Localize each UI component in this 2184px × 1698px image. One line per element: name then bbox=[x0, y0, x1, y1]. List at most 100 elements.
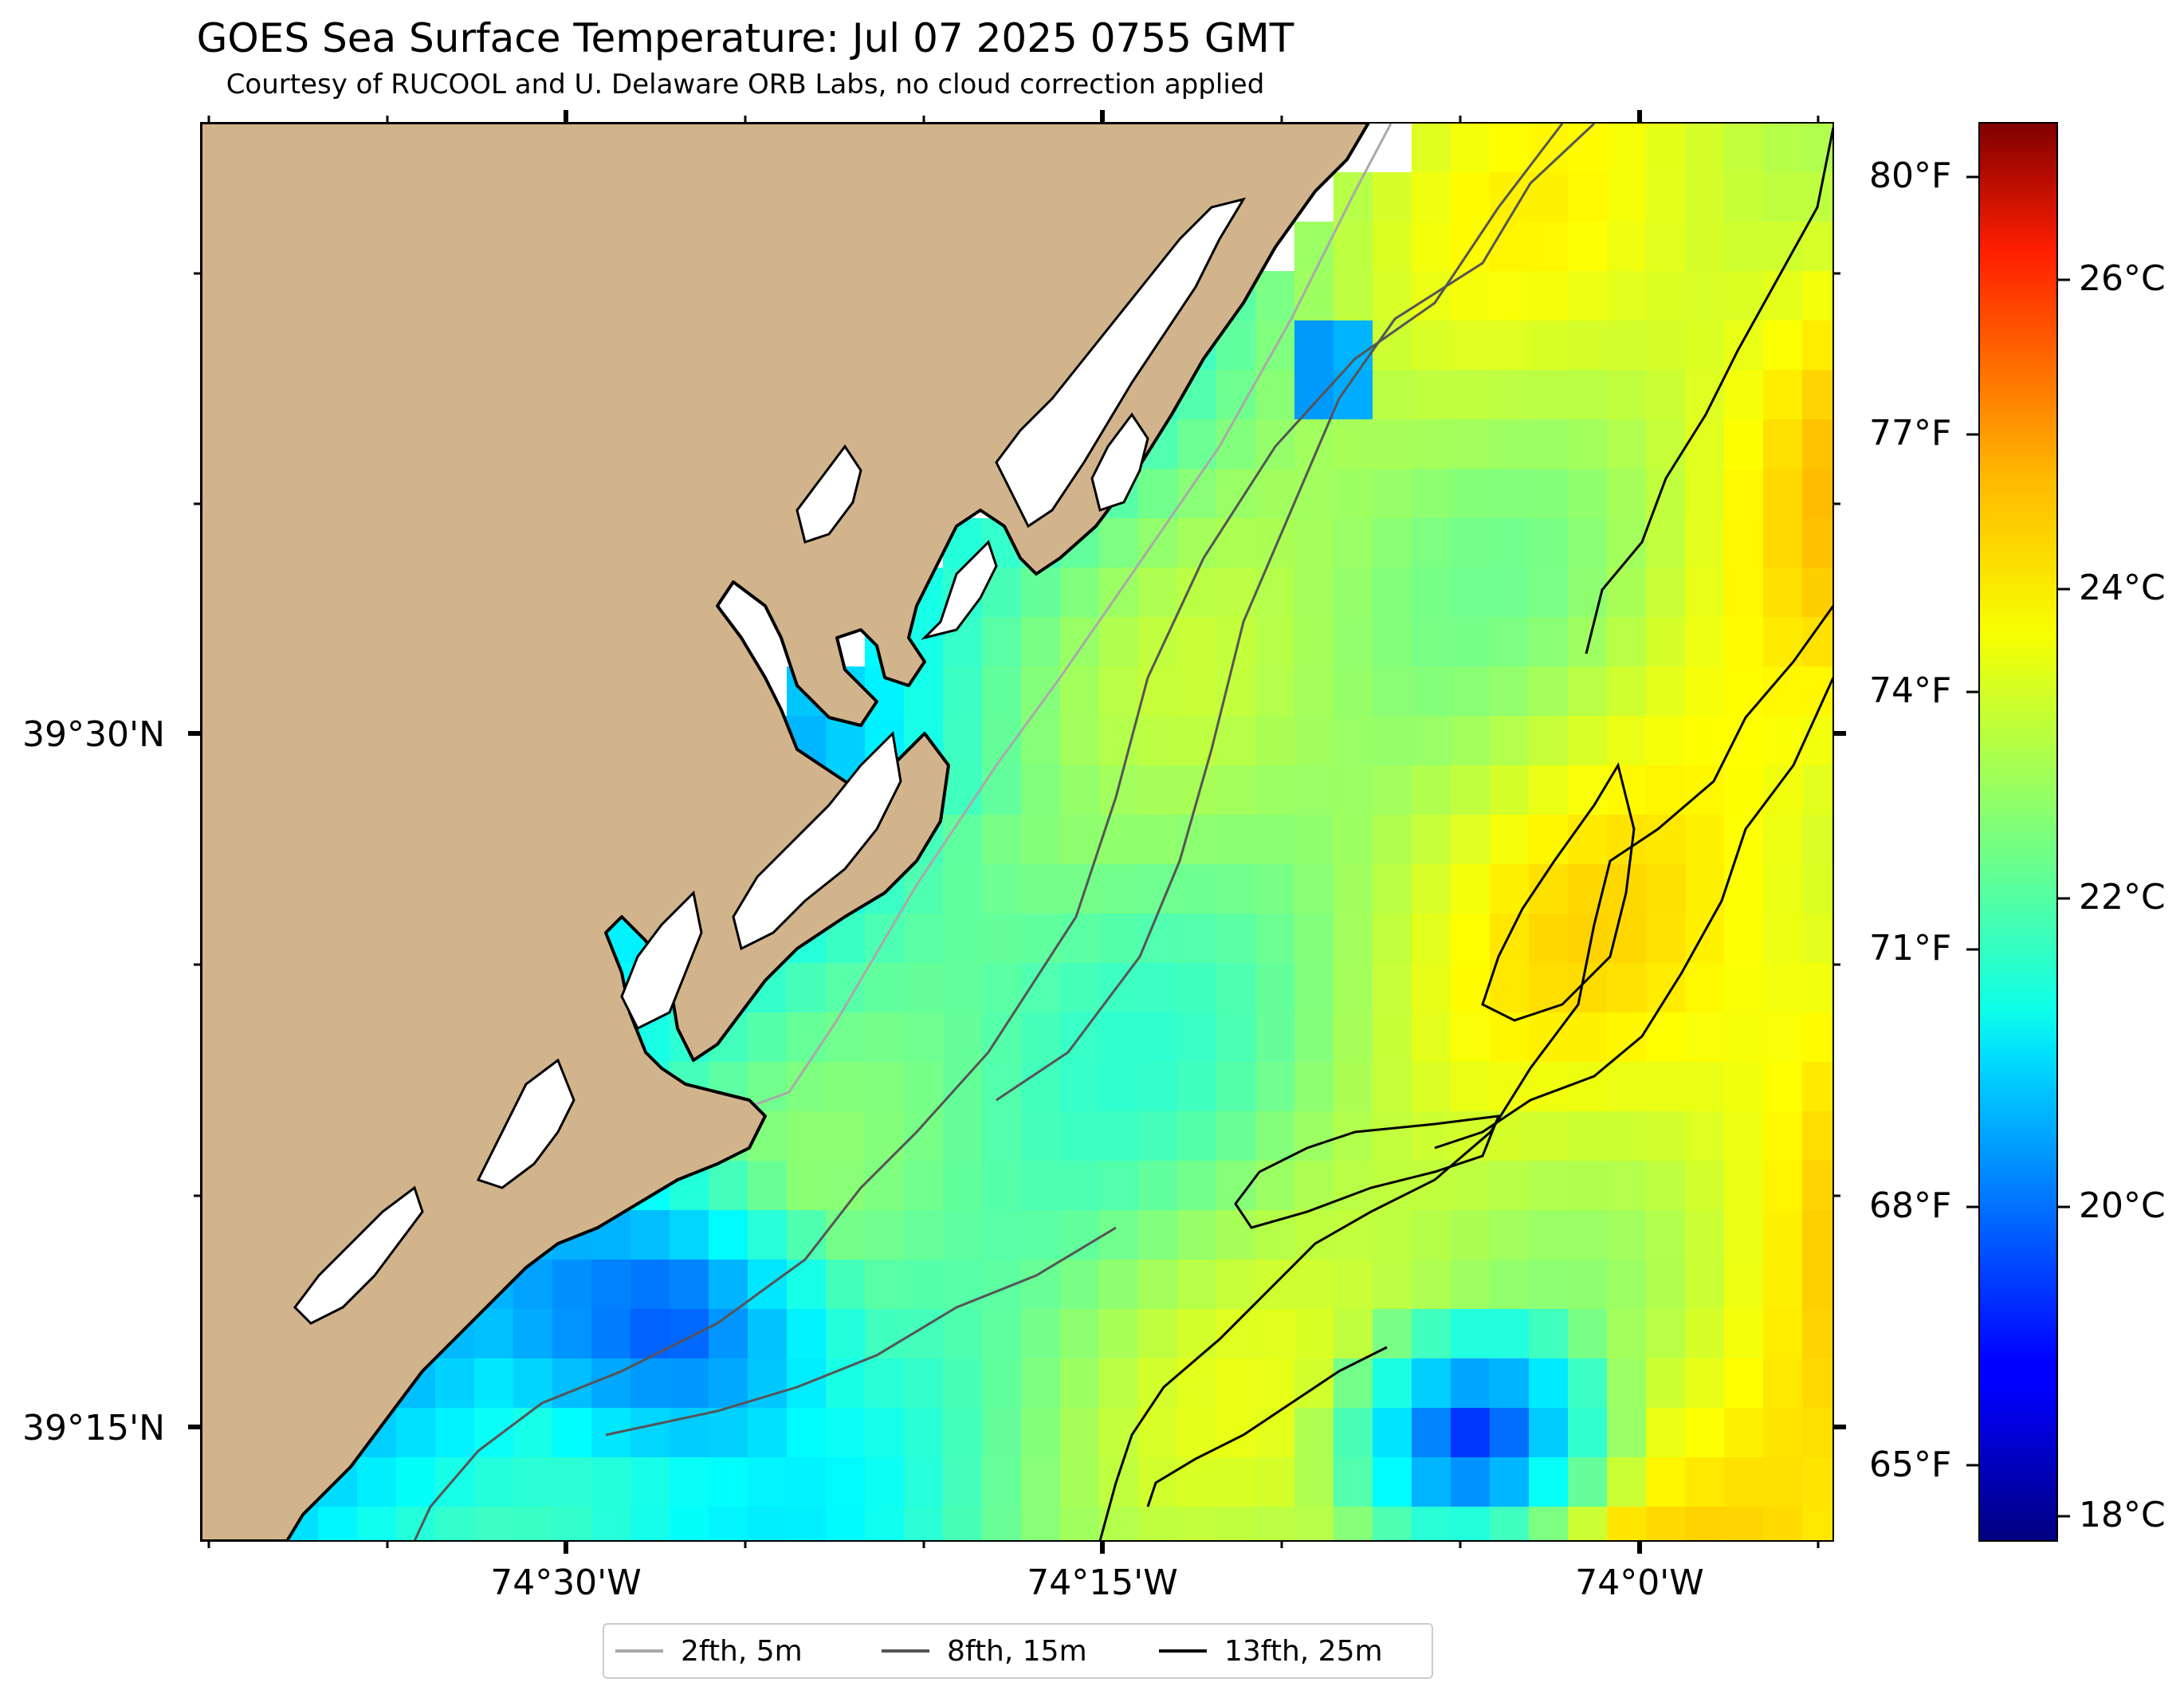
sst-cell bbox=[1763, 271, 1803, 321]
sst-cell bbox=[826, 1309, 866, 1359]
sst-cell bbox=[1724, 320, 1764, 371]
sst-cell bbox=[1451, 864, 1491, 914]
sst-cell bbox=[630, 1408, 670, 1458]
sst-cell bbox=[1685, 1309, 1725, 1359]
sst-cell bbox=[1490, 172, 1530, 222]
sst-cell bbox=[709, 1358, 748, 1409]
sst-cell bbox=[1568, 1260, 1608, 1310]
sst-cell bbox=[1451, 1062, 1491, 1112]
sst-cell bbox=[904, 963, 944, 1013]
sst-cell bbox=[1724, 469, 1764, 519]
sst-cell bbox=[1138, 716, 1178, 766]
contour-13fth-4 bbox=[1585, 127, 1833, 654]
sst-cell bbox=[1138, 1062, 1178, 1112]
sst-cell bbox=[787, 1507, 827, 1541]
sst-cell bbox=[1373, 864, 1412, 914]
colorbar bbox=[1978, 122, 2058, 1542]
sst-cell bbox=[1451, 1408, 1491, 1458]
bay bbox=[1090, 412, 1149, 512]
sst-cell bbox=[1412, 568, 1451, 618]
sst-cell bbox=[1294, 1457, 1334, 1507]
sst-cell bbox=[1646, 666, 1686, 717]
sst-cell bbox=[1255, 568, 1295, 618]
sst-cell bbox=[1802, 914, 1833, 964]
sst-cell bbox=[1607, 568, 1647, 618]
sst-cell bbox=[1646, 419, 1686, 470]
sst-cell bbox=[1724, 1111, 1764, 1161]
sst-cell bbox=[1529, 666, 1569, 717]
sst-cell bbox=[396, 1507, 436, 1541]
sst-cell bbox=[1373, 1210, 1412, 1260]
contour-8fth-3 bbox=[605, 1226, 1117, 1437]
sst-cell bbox=[826, 1260, 866, 1310]
sst-cell bbox=[1802, 1062, 1833, 1112]
sst-cell bbox=[982, 1210, 1022, 1260]
legend-line-2fth bbox=[615, 1649, 663, 1653]
sst-cell bbox=[943, 1309, 983, 1359]
sst-cell bbox=[1177, 568, 1217, 618]
sst-cell bbox=[1412, 1358, 1451, 1409]
sst-cell bbox=[1802, 1260, 1833, 1310]
sst-cell bbox=[904, 1507, 944, 1541]
sst-cell bbox=[1177, 617, 1217, 667]
sst-cell bbox=[1568, 271, 1608, 321]
sst-cell bbox=[1724, 864, 1764, 914]
sst-cell bbox=[435, 1408, 475, 1458]
sst-cell bbox=[982, 1161, 1022, 1211]
sst-cell bbox=[1216, 617, 1256, 667]
sst-cell bbox=[1568, 1457, 1608, 1507]
sst-cell bbox=[1412, 123, 1451, 173]
lon-label-74-30: 74°30'W bbox=[490, 1562, 642, 1603]
sst-cell bbox=[943, 1161, 983, 1211]
sst-cell bbox=[826, 1210, 866, 1260]
sst-cell bbox=[982, 1358, 1022, 1409]
f-label-68: 68°F bbox=[1869, 1185, 1952, 1226]
sst-cell bbox=[1412, 914, 1451, 964]
sst-cell bbox=[1099, 1309, 1139, 1359]
sst-cell bbox=[826, 1358, 866, 1409]
sst-cell bbox=[1529, 815, 1569, 865]
sst-cell bbox=[1138, 914, 1178, 964]
sst-cell bbox=[1373, 765, 1412, 816]
sst-cell bbox=[1060, 815, 1100, 865]
sst-cell bbox=[1724, 419, 1764, 470]
sst-cell bbox=[1646, 1111, 1686, 1161]
sst-cell bbox=[1294, 568, 1334, 618]
sst-cell bbox=[1060, 1408, 1100, 1458]
sst-cell bbox=[1724, 666, 1764, 717]
sst-cell bbox=[943, 963, 983, 1013]
sst-cell bbox=[904, 1111, 944, 1161]
sst-cell bbox=[1255, 1062, 1295, 1112]
sst-cell bbox=[1724, 1161, 1764, 1211]
sst-cell bbox=[1099, 1210, 1139, 1260]
sst-cell bbox=[1685, 815, 1725, 865]
sst-cell bbox=[1763, 1161, 1803, 1211]
sst-cell bbox=[1412, 765, 1451, 816]
sst-cell bbox=[1724, 1012, 1764, 1063]
sst-cell bbox=[1685, 1260, 1725, 1310]
sst-cell bbox=[1177, 518, 1217, 568]
sst-cell bbox=[1138, 568, 1178, 618]
sst-cell bbox=[787, 1161, 827, 1211]
sst-cell bbox=[1685, 469, 1725, 519]
sst-cell bbox=[1802, 320, 1833, 371]
sst-cell bbox=[1216, 1457, 1256, 1507]
sst-cell bbox=[1412, 617, 1451, 667]
c-label-20: 20°C bbox=[2079, 1185, 2166, 1226]
sst-cell bbox=[1724, 518, 1764, 568]
sst-cell bbox=[1412, 518, 1451, 568]
sst-cell bbox=[1568, 617, 1608, 667]
sst-cell bbox=[1607, 1111, 1647, 1161]
sst-cell bbox=[1216, 469, 1256, 519]
sst-cell bbox=[1568, 1507, 1608, 1541]
sst-cell bbox=[1021, 1260, 1061, 1310]
sst-cell bbox=[474, 1457, 514, 1507]
sst-cell bbox=[1451, 914, 1491, 964]
sst-cell bbox=[1412, 1507, 1451, 1541]
sst-cell bbox=[1724, 1358, 1764, 1409]
sst-cell bbox=[1138, 1260, 1178, 1310]
sst-cell bbox=[1177, 963, 1217, 1013]
sst-cell bbox=[1294, 1408, 1334, 1458]
sst-cell bbox=[748, 1309, 788, 1359]
sst-cell bbox=[1490, 123, 1530, 173]
